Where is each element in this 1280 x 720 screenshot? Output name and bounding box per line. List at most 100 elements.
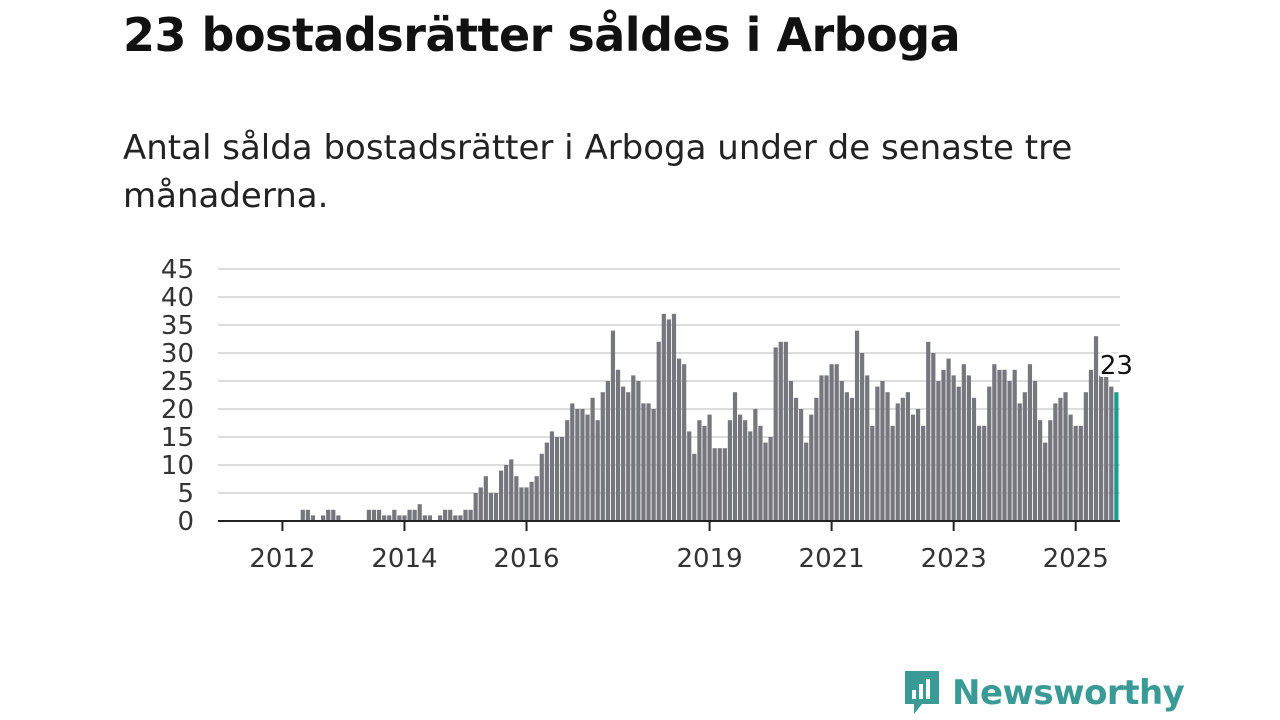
bar (458, 515, 463, 521)
bar (565, 420, 570, 521)
bar (478, 487, 483, 521)
bar (829, 364, 834, 521)
bar (697, 420, 702, 521)
bar (473, 493, 478, 521)
bar (554, 437, 560, 521)
bar (1109, 386, 1114, 521)
bar (900, 397, 905, 521)
bar (737, 414, 743, 521)
bar (748, 431, 753, 521)
bar (849, 397, 855, 521)
chart-title: 23 bostadsrätter såldes i Arboga (123, 8, 961, 62)
bar (529, 481, 534, 521)
bar (743, 420, 748, 521)
bar (392, 509, 397, 521)
bar (921, 425, 926, 521)
bar (1043, 442, 1048, 521)
bar (809, 414, 814, 521)
bar (570, 403, 575, 521)
bar (621, 386, 626, 521)
bar (636, 381, 641, 521)
brand-name: Newsworthy (952, 673, 1185, 713)
bar (844, 392, 849, 521)
bar (534, 476, 539, 521)
bar (839, 381, 844, 521)
bar (824, 375, 829, 521)
bar (702, 425, 707, 521)
bar (936, 381, 941, 521)
x-tick-label: 2016 (493, 544, 559, 574)
bar (982, 425, 987, 521)
bar (880, 381, 885, 521)
bar (941, 369, 946, 521)
bar (773, 347, 778, 521)
bar (387, 515, 392, 521)
bar (448, 509, 453, 521)
bar (961, 364, 966, 521)
bar (1058, 397, 1063, 521)
y-tick-label: 40 (161, 283, 194, 313)
bar (371, 509, 377, 521)
bar (1099, 375, 1104, 521)
bar (463, 509, 468, 521)
bar (580, 409, 585, 521)
bar (1053, 403, 1058, 521)
bar (1063, 392, 1068, 521)
bar (509, 459, 514, 521)
bar (783, 341, 788, 521)
x-tick-label: 2012 (249, 544, 315, 574)
x-tick-label: 2021 (799, 544, 865, 574)
bar (1038, 420, 1043, 521)
bar (321, 515, 326, 521)
bar (1012, 369, 1017, 521)
bar (1032, 381, 1038, 521)
last-value-label: 23 (1100, 351, 1133, 381)
x-tick-label: 2025 (1043, 544, 1109, 574)
bar (682, 364, 687, 521)
bar (951, 375, 956, 521)
y-tick-label: 10 (161, 451, 194, 481)
bar (758, 425, 763, 521)
bar (976, 425, 982, 521)
bars (300, 313, 1119, 521)
x-tick-label: 2019 (676, 544, 742, 574)
data-labels: 23 (1097, 348, 1136, 384)
bar (331, 509, 336, 521)
bar (437, 515, 443, 521)
bar (305, 509, 310, 521)
x-axis: 2012 2014 2016 2019 2021 2023 2025 (218, 520, 1120, 574)
bar (417, 504, 422, 521)
bar (1073, 425, 1078, 521)
bar (992, 364, 997, 521)
bar (1068, 414, 1073, 521)
y-tick-label: 30 (161, 339, 194, 369)
bar (793, 397, 799, 521)
y-tick-label: 20 (161, 395, 194, 425)
bar (615, 369, 621, 521)
bar (382, 515, 387, 521)
bar (427, 515, 433, 521)
bar (626, 392, 631, 521)
bar (595, 420, 600, 521)
bar (310, 515, 316, 521)
bar (788, 381, 794, 521)
bar (727, 420, 733, 521)
bar (646, 403, 651, 521)
bar (926, 341, 931, 521)
bar (895, 403, 900, 521)
bar (600, 392, 605, 521)
bar (412, 509, 417, 521)
bar (656, 341, 661, 521)
bar (631, 375, 636, 521)
bar (946, 358, 951, 521)
y-tick-label: 45 (161, 255, 194, 285)
bar (753, 409, 758, 521)
bar (692, 453, 697, 521)
bar (910, 414, 916, 521)
bar (804, 442, 809, 521)
bar (422, 515, 427, 521)
bar (641, 403, 646, 521)
bar (1078, 425, 1083, 521)
bar (468, 509, 473, 521)
